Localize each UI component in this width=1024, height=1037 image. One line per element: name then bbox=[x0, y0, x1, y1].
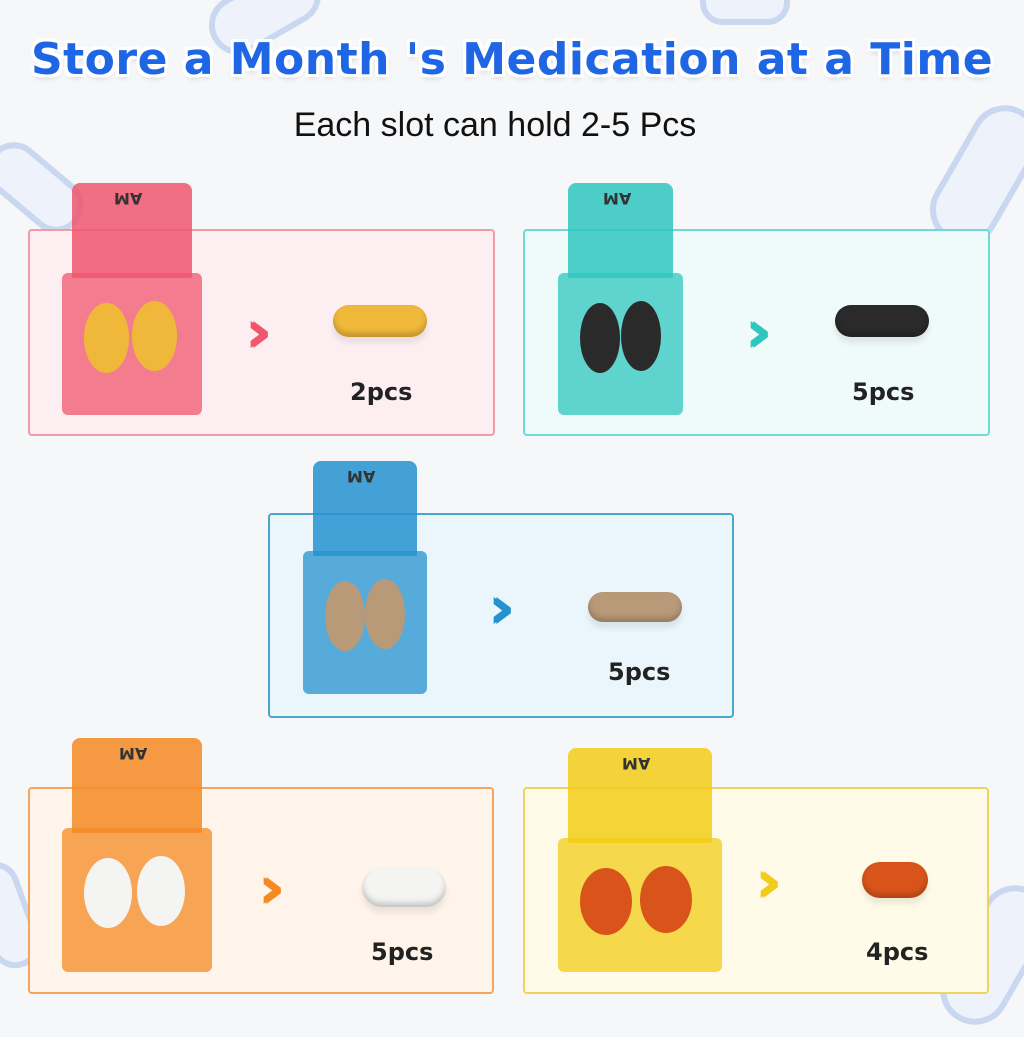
lid-label: AM bbox=[622, 754, 651, 773]
pill-inside bbox=[84, 303, 129, 373]
headline: Store a Month 's Medication at a Time bbox=[30, 34, 994, 85]
pill-sample bbox=[835, 305, 929, 337]
compartment-lid bbox=[568, 748, 712, 843]
capsule-decoration bbox=[700, 0, 790, 25]
pill-inside bbox=[580, 868, 633, 936]
compartment-lid bbox=[72, 738, 202, 833]
pill-sample bbox=[333, 305, 427, 337]
lid-label: AM bbox=[602, 189, 631, 208]
pill-count: 4pcs bbox=[866, 938, 929, 966]
chevron-right-icon: ›› bbox=[245, 297, 274, 367]
pill-inside bbox=[580, 303, 620, 373]
pill-count: 2pcs bbox=[350, 378, 413, 406]
pill-count: 5pcs bbox=[371, 938, 434, 966]
pill-inside bbox=[365, 579, 405, 649]
pill-inside bbox=[640, 866, 693, 934]
pill-inside bbox=[620, 301, 661, 371]
lid-label: AM bbox=[114, 189, 143, 208]
chevron-right-icon: ›› bbox=[745, 297, 774, 367]
pill-inside bbox=[325, 581, 365, 651]
compartment-lid bbox=[568, 183, 673, 278]
pill-inside bbox=[137, 856, 185, 927]
pill-inside bbox=[132, 301, 177, 371]
chevron-right-icon: ›› bbox=[755, 847, 784, 917]
pill-count: 5pcs bbox=[852, 378, 915, 406]
chevron-right-icon: ›› bbox=[488, 573, 517, 643]
compartment-lid bbox=[72, 183, 192, 278]
pill-count: 5pcs bbox=[608, 658, 671, 686]
pill-compartment bbox=[558, 273, 683, 415]
pill-sample bbox=[862, 862, 928, 898]
pill-sample bbox=[362, 867, 446, 907]
pill-sample bbox=[588, 592, 682, 622]
lid-label: AM bbox=[119, 744, 148, 763]
compartment-lid bbox=[313, 461, 417, 556]
chevron-right-icon: ›› bbox=[258, 853, 287, 923]
lid-label: AM bbox=[347, 467, 376, 486]
pill-inside bbox=[84, 858, 132, 929]
subheadline: Each slot can hold 2-5 Pcs bbox=[293, 106, 697, 144]
